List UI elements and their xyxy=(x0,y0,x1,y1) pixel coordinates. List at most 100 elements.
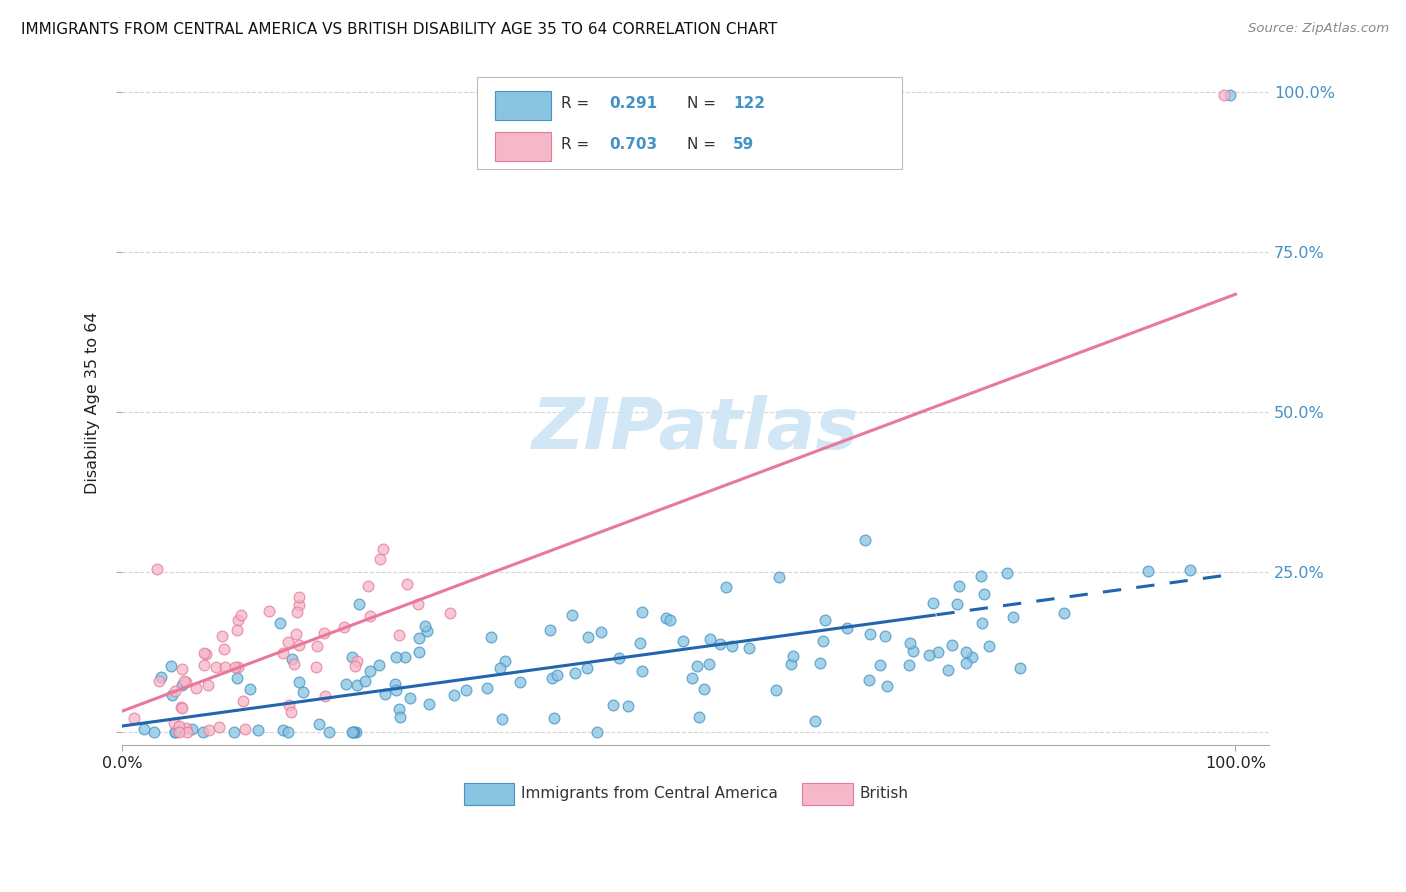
Point xyxy=(388,628,411,642)
Point xyxy=(1008,661,1031,675)
Point xyxy=(170,662,193,676)
Text: 0.703: 0.703 xyxy=(609,136,658,152)
Point xyxy=(408,632,430,646)
Point xyxy=(160,658,183,673)
Point xyxy=(335,676,357,690)
Point xyxy=(418,698,440,712)
Point xyxy=(396,577,419,591)
Point xyxy=(165,683,187,698)
Point xyxy=(631,605,654,619)
Point xyxy=(814,613,837,627)
Text: 59: 59 xyxy=(733,136,755,152)
Point xyxy=(564,665,586,680)
Point xyxy=(811,634,834,648)
Point xyxy=(494,654,516,668)
Point xyxy=(229,607,252,622)
FancyBboxPatch shape xyxy=(478,77,901,169)
Point xyxy=(946,597,969,611)
Point xyxy=(357,579,380,593)
Point xyxy=(602,698,624,713)
Point xyxy=(342,725,364,739)
Point xyxy=(901,643,924,657)
Point xyxy=(927,644,949,658)
Point xyxy=(384,682,406,697)
Point xyxy=(655,611,678,625)
Point xyxy=(955,656,977,670)
Point xyxy=(145,562,167,576)
Point xyxy=(921,596,943,610)
Point xyxy=(160,688,183,702)
Point xyxy=(439,606,461,620)
Point xyxy=(211,629,233,643)
Point xyxy=(413,619,436,633)
Point xyxy=(546,667,568,681)
Point xyxy=(374,688,396,702)
Point xyxy=(197,678,219,692)
Text: Source: ZipAtlas.com: Source: ZipAtlas.com xyxy=(1249,22,1389,36)
Point xyxy=(224,660,246,674)
Point xyxy=(194,647,217,661)
Point xyxy=(1213,87,1236,102)
Point xyxy=(898,636,921,650)
Point xyxy=(172,678,194,692)
Point xyxy=(269,615,291,630)
Point xyxy=(607,651,630,665)
Point xyxy=(346,654,368,668)
Point xyxy=(858,627,880,641)
Point xyxy=(941,638,963,652)
FancyBboxPatch shape xyxy=(464,783,515,805)
Point xyxy=(808,657,831,671)
Point xyxy=(333,620,356,634)
Point xyxy=(918,648,941,662)
Point xyxy=(585,725,607,739)
Point xyxy=(277,698,299,712)
Point xyxy=(163,725,186,739)
Point xyxy=(343,725,366,739)
Point xyxy=(273,646,295,660)
Point xyxy=(768,569,790,583)
Point xyxy=(174,721,197,735)
Point xyxy=(283,657,305,671)
Point xyxy=(955,645,977,659)
Point xyxy=(226,672,249,686)
Point xyxy=(576,630,599,644)
Point xyxy=(277,635,299,649)
Point xyxy=(184,681,207,695)
FancyBboxPatch shape xyxy=(801,783,852,805)
Point xyxy=(408,645,430,659)
Point xyxy=(277,725,299,739)
Point xyxy=(308,717,330,731)
Text: ZIPatlas: ZIPatlas xyxy=(531,395,859,464)
Point xyxy=(170,699,193,714)
FancyBboxPatch shape xyxy=(495,132,551,161)
Text: 122: 122 xyxy=(733,95,765,111)
Point xyxy=(385,649,408,664)
Text: N =: N = xyxy=(688,136,721,152)
Point xyxy=(304,659,326,673)
Point xyxy=(233,723,256,737)
Point xyxy=(714,580,737,594)
Point xyxy=(538,623,561,637)
Point xyxy=(167,718,190,732)
Point xyxy=(973,587,995,601)
Point xyxy=(1001,610,1024,624)
Point xyxy=(720,639,742,653)
Point xyxy=(491,712,513,726)
Point xyxy=(858,673,880,688)
Point xyxy=(591,625,613,640)
Point xyxy=(193,657,215,672)
Point xyxy=(1136,564,1159,578)
Point xyxy=(342,725,364,739)
Point xyxy=(948,579,970,593)
Point xyxy=(346,678,368,692)
Point xyxy=(876,679,898,693)
Point xyxy=(368,552,391,566)
Point xyxy=(489,661,512,675)
Point xyxy=(163,725,186,739)
Point xyxy=(314,689,336,703)
Point xyxy=(347,598,370,612)
Point xyxy=(398,691,420,706)
Text: Immigrants from Central America: Immigrants from Central America xyxy=(522,786,778,801)
Point xyxy=(198,723,221,737)
Point xyxy=(479,630,502,644)
